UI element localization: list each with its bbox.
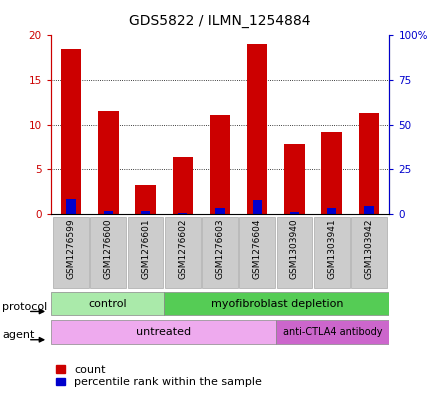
Bar [202,217,238,288]
Bar [104,211,113,214]
Bar [322,132,342,214]
Text: GSM1276600: GSM1276600 [104,219,113,279]
Bar [141,211,150,214]
Legend: count, percentile rank within the sample: count, percentile rank within the sample [56,365,262,387]
Bar [66,199,76,214]
Text: GDS5822 / ILMN_1254884: GDS5822 / ILMN_1254884 [129,14,311,28]
Text: protocol: protocol [2,301,48,312]
Text: myofibroblast depletion: myofibroblast depletion [210,299,343,309]
Bar [61,49,81,214]
Text: GSM1276602: GSM1276602 [178,219,187,279]
Bar [290,212,299,214]
Bar [327,208,336,214]
Text: GSM1303940: GSM1303940 [290,219,299,279]
Bar [276,320,389,343]
Bar [216,208,224,214]
Bar [314,217,349,288]
Bar [51,320,276,343]
Bar [91,217,126,288]
Text: anti-CTLA4 antibody: anti-CTLA4 antibody [283,327,382,337]
Bar [178,213,187,214]
Text: GSM1276603: GSM1276603 [216,219,224,279]
Bar [51,292,164,315]
Bar [277,217,312,288]
Text: GSM1303941: GSM1303941 [327,219,336,279]
Bar [359,113,379,214]
Bar [164,292,389,315]
Bar [136,185,156,214]
Bar [53,217,89,288]
Bar [98,111,118,214]
Text: GSM1303942: GSM1303942 [364,219,374,279]
Bar [253,200,262,214]
Text: agent: agent [2,330,35,340]
Text: GSM1276601: GSM1276601 [141,219,150,279]
Bar [247,44,268,214]
Text: untreated: untreated [136,327,191,337]
Bar [351,217,387,288]
Text: control: control [88,299,127,309]
Bar [239,217,275,288]
Bar [165,217,201,288]
Text: GSM1276599: GSM1276599 [66,219,76,279]
Bar [284,145,304,214]
Bar [364,206,374,214]
Bar [128,217,163,288]
Bar [210,115,230,214]
Bar [172,157,193,214]
Text: GSM1276604: GSM1276604 [253,219,262,279]
